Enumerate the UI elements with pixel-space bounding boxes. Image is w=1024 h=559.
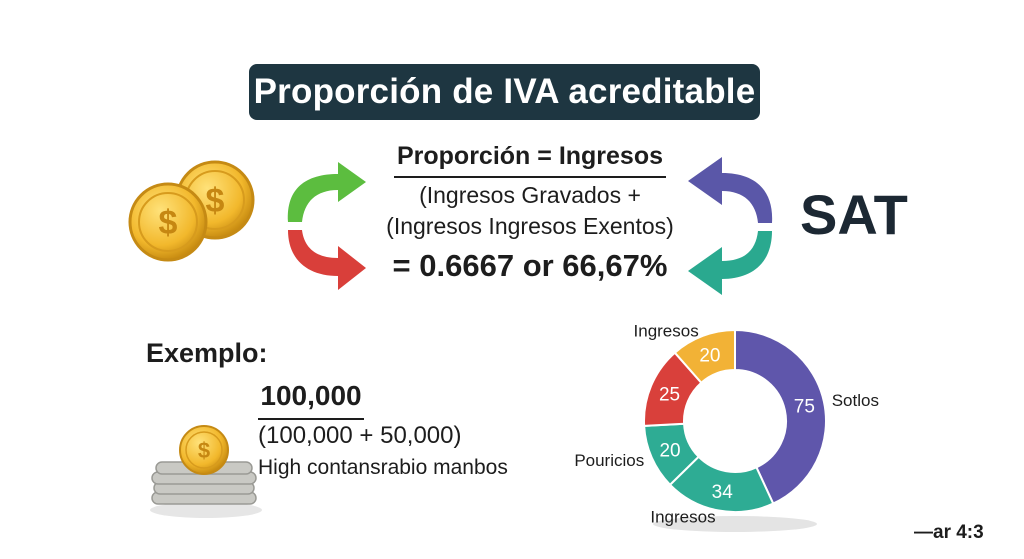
teal-arrow-icon xyxy=(688,231,772,295)
slice-name-label: Pouricios xyxy=(574,451,644,470)
donut-chart: 75 34 20 25 20 Sotlos Ingresos Pouricios Ingres… xyxy=(574,321,879,532)
slice-value-label: 75 xyxy=(794,397,815,418)
slice-value-label: 34 xyxy=(712,482,734,503)
gold-coin-icon: $ xyxy=(179,425,229,475)
donut-slice xyxy=(673,328,736,385)
slice-name-label: Ingresos xyxy=(634,321,699,340)
donut-slice xyxy=(734,328,827,505)
page-title: Proporción de IVA acreditable xyxy=(249,64,760,120)
formula-block: Proporción = Ingresos (Ingresos Gravados… xyxy=(350,142,710,284)
formula-denominator-line1: (Ingresos Gravados + xyxy=(419,182,641,208)
example-note: High contansrabio manbos xyxy=(258,456,508,479)
coins-and-arrows-left: $ $ xyxy=(128,160,366,290)
svg-text:$: $ xyxy=(159,204,178,242)
slice-name-label: Ingresos xyxy=(650,507,715,526)
red-arrow-icon xyxy=(288,230,366,290)
sat-label: SAT xyxy=(800,183,908,246)
gold-coin-icon: $ xyxy=(128,182,208,262)
slice-value-label: 20 xyxy=(699,346,720,367)
green-arrow-icon xyxy=(287,162,366,222)
slice-value-label: 25 xyxy=(659,385,680,406)
svg-text:$: $ xyxy=(198,438,210,463)
aspect-ratio-label: —ar 4:3 xyxy=(914,522,984,543)
slice-value-label: 20 xyxy=(659,441,680,462)
formula-denominator-line2: (Ingresos Ingresos Exentos) xyxy=(386,213,674,239)
formula-result: = 0.6667 or 66,67% xyxy=(392,248,668,283)
blue-arrow-icon xyxy=(688,157,773,223)
slice-name-label: Sotlos xyxy=(832,391,879,410)
arrows-right xyxy=(688,157,773,295)
example-numerator: 100,000 xyxy=(258,380,364,420)
example-denominator: (100,000 + 50,000) xyxy=(258,422,462,449)
example-heading: Exemplo: xyxy=(146,338,268,368)
coin-stack-icon: $ xyxy=(150,425,262,518)
formula-numerator: Proporción = Ingresos xyxy=(393,142,667,178)
svg-text:$: $ xyxy=(206,182,225,220)
